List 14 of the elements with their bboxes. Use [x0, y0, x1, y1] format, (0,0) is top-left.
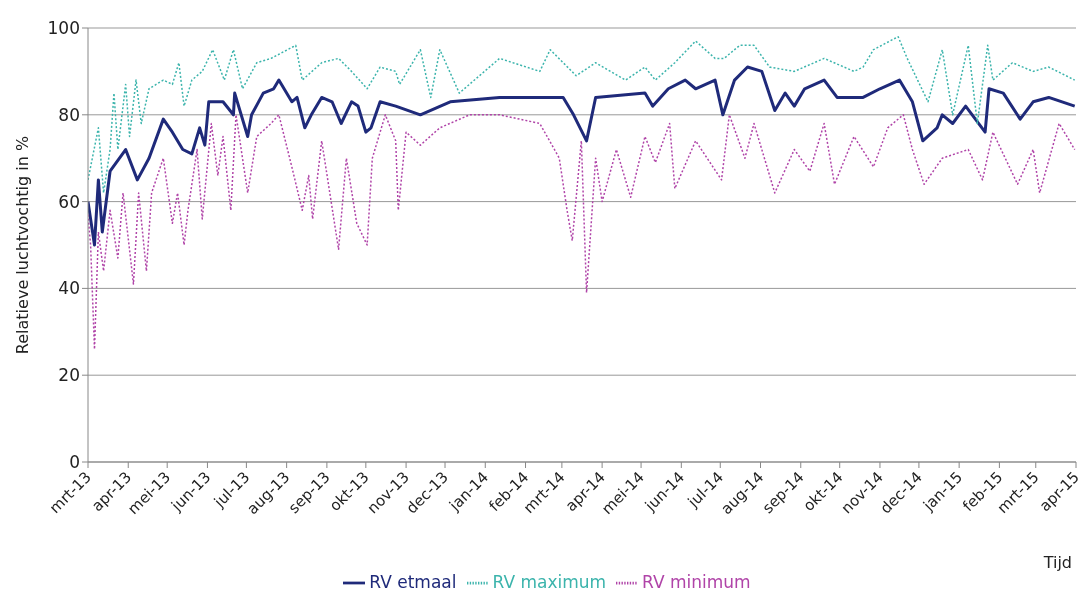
y-tick-label: 60	[58, 191, 80, 212]
y-tick-label: 40	[58, 278, 80, 299]
line-series	[88, 65, 1076, 247]
legend-label: RV minimum	[642, 572, 751, 592]
y-axis-title: Relatieve luchtvochtig in %	[12, 135, 32, 355]
y-tick-label: 20	[58, 365, 80, 386]
y-tick-label: 100	[47, 18, 80, 39]
legend-label: RV etmaal	[369, 572, 457, 592]
legend-label: RV maximum	[492, 572, 607, 592]
line-series	[88, 35, 1076, 194]
line-series	[88, 114, 1076, 350]
x-axis-title: Tijd	[1042, 553, 1072, 572]
y-tick-label: 80	[58, 104, 80, 125]
y-tick-label: 0	[69, 452, 80, 473]
